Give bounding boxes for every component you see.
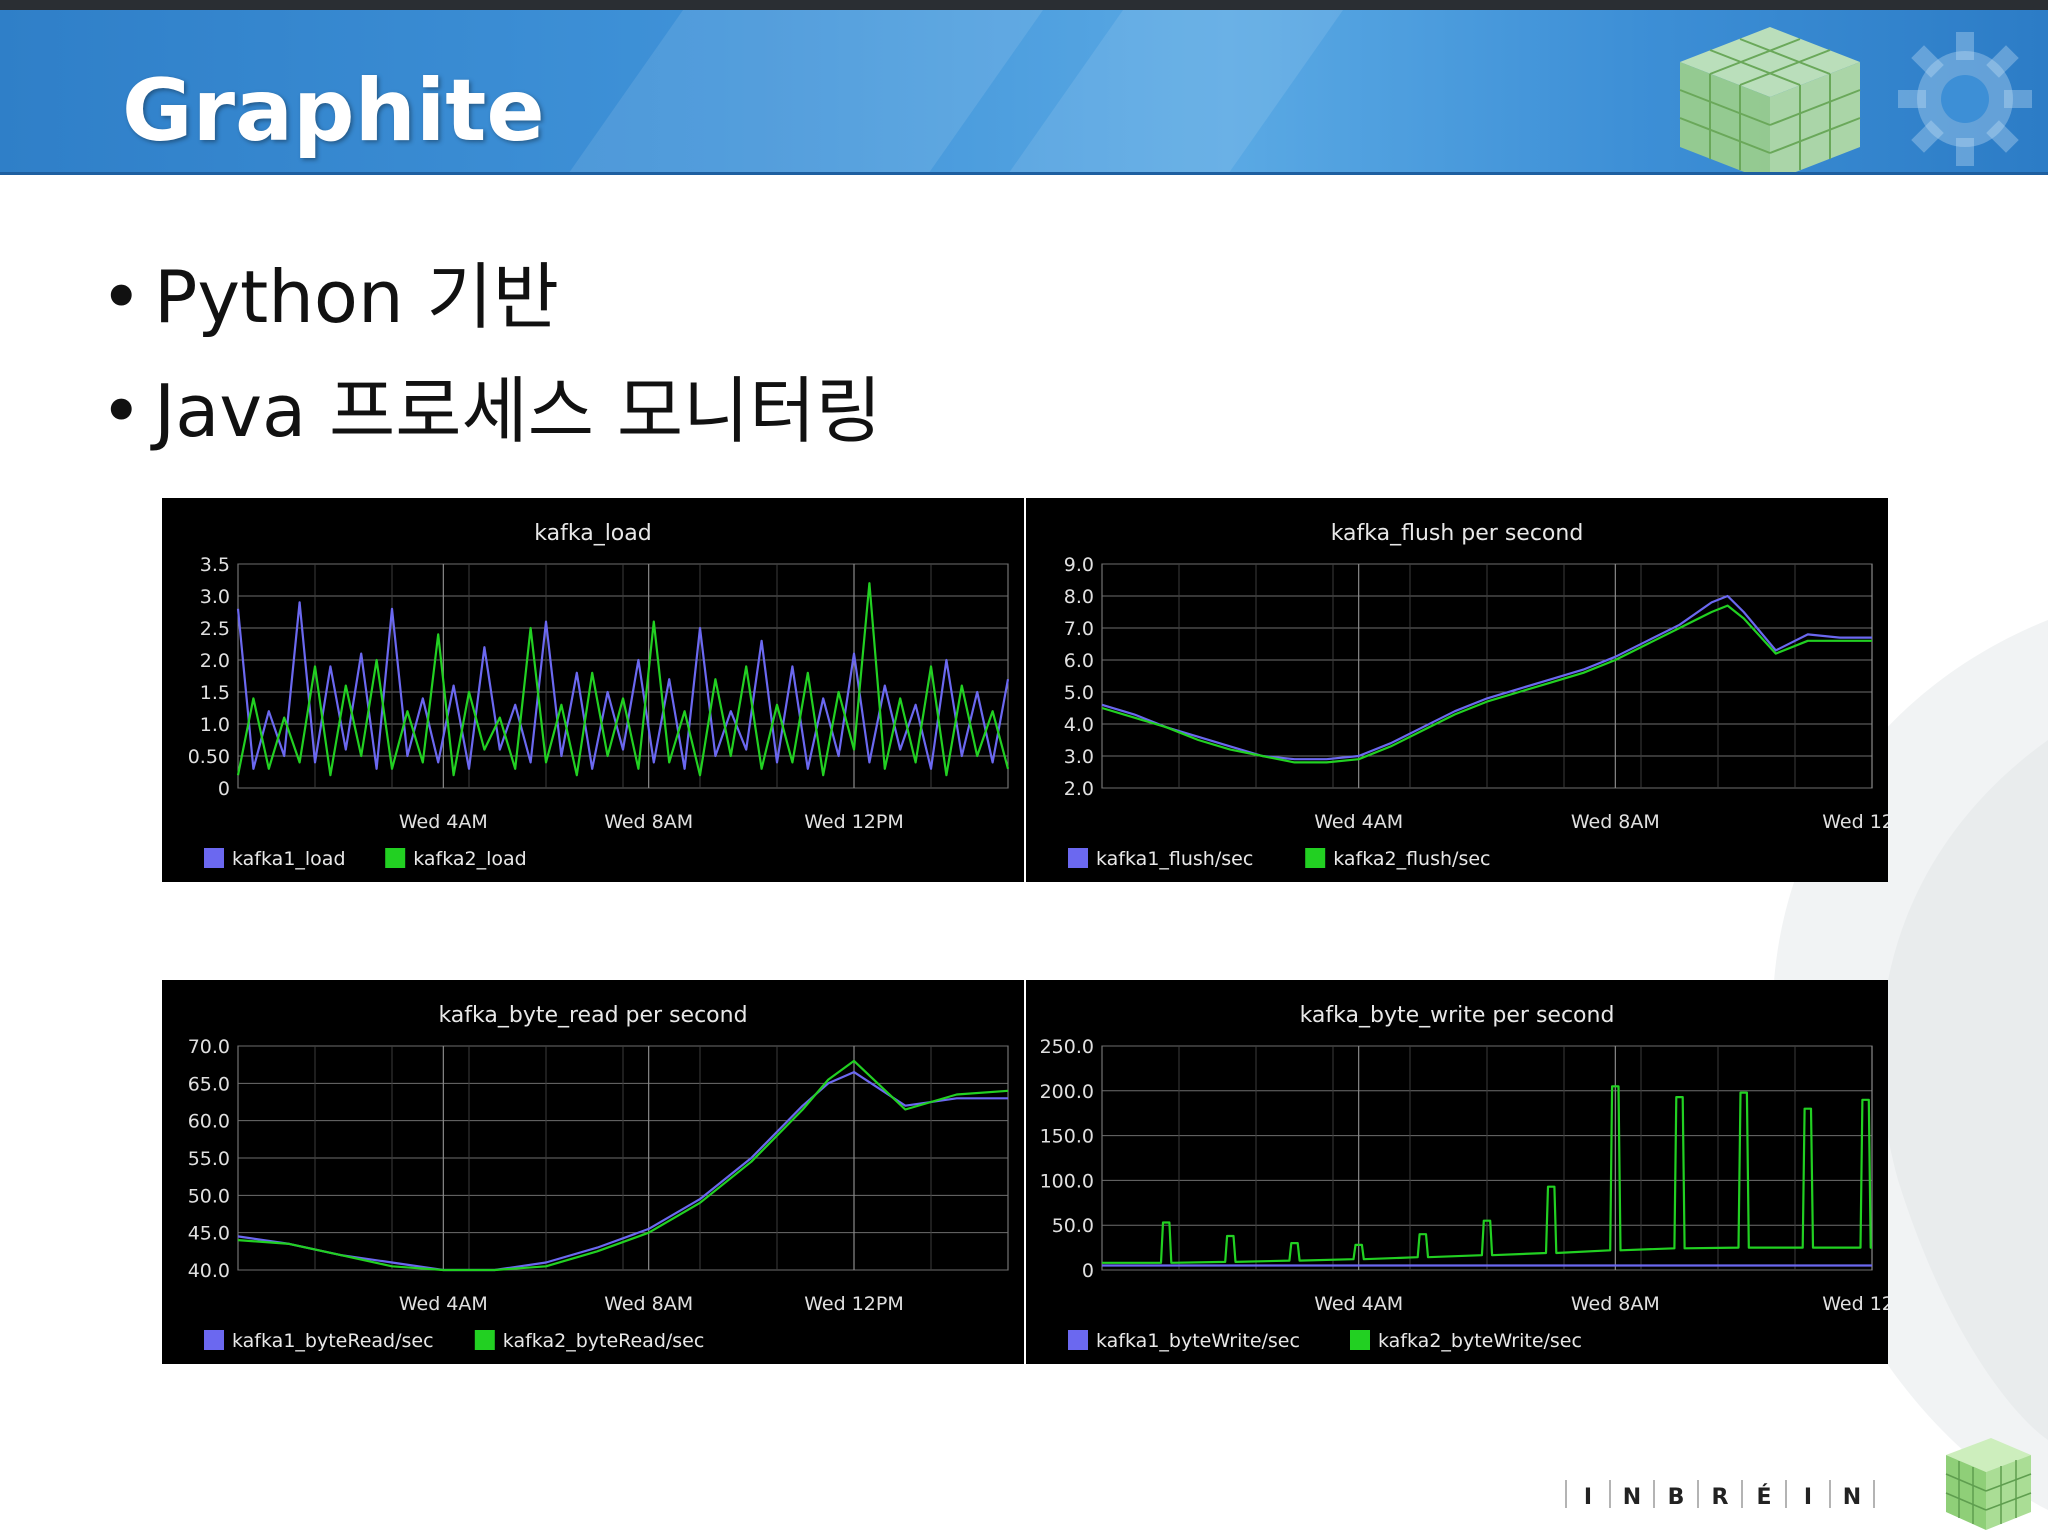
legend-swatch-1: [1068, 848, 1088, 868]
x-tick-label: Wed 4AM: [1314, 1293, 1403, 1315]
series-line-1: [1101, 594, 1872, 761]
top-border: [0, 0, 2048, 10]
x-tick-label: Wed 8AM: [1571, 811, 1660, 833]
y-tick-label: 3.0: [200, 586, 230, 608]
y-tick-label: 1.0: [200, 714, 230, 736]
y-tick-label: 150.0: [1040, 1126, 1094, 1148]
x-tick-label: Wed 8AM: [604, 811, 693, 833]
bullet-list: • Python 기반 • Java 프로세스 모니터링: [100, 240, 882, 468]
chart-title: kafka_flush per second: [1331, 521, 1584, 546]
y-tick-label: 8.0: [1064, 586, 1094, 608]
chart-title: kafka_byte_read per second: [438, 1003, 747, 1028]
y-tick-label: 0.50: [188, 746, 230, 768]
legend-swatch-1: [204, 1330, 224, 1350]
series-line-2: [1102, 1085, 1872, 1264]
corner-cube-icon: [1945, 1438, 2032, 1530]
footer-letter: É: [1756, 1484, 1771, 1510]
chart-title: kafka_load: [534, 521, 651, 546]
y-tick-label: 200.0: [1040, 1081, 1094, 1103]
footer-letter: R: [1712, 1485, 1729, 1510]
y-tick-label: 4.0: [1064, 714, 1094, 736]
footer-letter: N: [1843, 1485, 1861, 1510]
legend-label-1: kafka1_load: [232, 848, 346, 870]
series-line-2: [1101, 604, 1872, 764]
y-tick-label: 2.0: [200, 650, 230, 672]
x-tick-label: Wed 8AM: [1571, 1293, 1660, 1315]
y-tick-label: 70.0: [188, 1036, 230, 1058]
header-streak: [514, 10, 1086, 174]
x-tick-label: Wed 12PM: [804, 1293, 904, 1315]
legend-label-1: kafka1_flush/sec: [1096, 848, 1253, 870]
legend-label-2: kafka2_byteRead/sec: [503, 1330, 705, 1352]
series-line-2: [236, 582, 1010, 777]
series-line-2: [237, 1059, 1009, 1272]
y-tick-label: 55.0: [188, 1148, 230, 1170]
legend-label-2: kafka2_load: [413, 848, 527, 870]
y-tick-label: 40.0: [188, 1260, 230, 1282]
gear-icon: [1898, 32, 2032, 166]
footer-letter: B: [1668, 1485, 1685, 1510]
y-tick-label: 50.0: [1052, 1215, 1094, 1237]
chart-panel-kafka-load: kafka_load 0 0.50 1.0 1.5 2.0 2.5 3.0 3.5 Wed 4AM…: [162, 498, 1024, 882]
bullet-item: • Python 기반: [100, 240, 882, 354]
x-tick-label: Wed 4AM: [399, 1293, 488, 1315]
chart-kafka-byte-write: kafka_byte_write per second 0 50.0 100.0 150…: [1040, 1003, 1888, 1352]
y-tick-label: 6.0: [1064, 650, 1094, 672]
y-tick-label: 0: [1082, 1260, 1094, 1282]
y-tick-label: 1.5: [200, 682, 230, 704]
y-tick-label: 250.0: [1040, 1036, 1094, 1058]
legend-swatch-2: [385, 848, 406, 868]
chart-panel-kafka-flush: kafka_flush per second 2.0 3.0 4.0 5.0 6.0 7.0…: [1026, 498, 1888, 882]
legend-label-2: kafka2_flush/sec: [1333, 848, 1490, 870]
x-tick-label: Wed 4AM: [399, 811, 488, 833]
footer-letter: N: [1623, 1485, 1641, 1510]
y-tick-label: 5.0: [1064, 682, 1094, 704]
chart-kafka-load: kafka_load 0 0.50 1.0 1.5 2.0 2.5 3.0 3.5 Wed 4AM…: [188, 521, 1010, 870]
slide-title: Graphite: [122, 61, 545, 161]
legend-swatch-2: [1305, 848, 1326, 868]
series-line-1: [237, 1071, 1008, 1272]
legend-swatch-1: [1068, 1330, 1088, 1350]
legend-label-1: kafka1_byteRead/sec: [232, 1330, 434, 1352]
y-tick-label: 60.0: [188, 1111, 230, 1133]
chart-panel-kafka-byte-read: kafka_byte_read per second 40.0 45.0 50.0 55…: [162, 980, 1024, 1364]
y-tick-label: 3.0: [1064, 746, 1094, 768]
legend-label-1: kafka1_byteWrite/sec: [1096, 1330, 1300, 1352]
y-tick-label: 7.0: [1064, 618, 1094, 640]
x-tick-label: Wed 4AM: [1314, 811, 1403, 833]
cube-logo-icon: [1679, 27, 1861, 174]
x-tick-label: Wed 12PM: [804, 811, 904, 833]
y-tick-label: 100.0: [1040, 1170, 1094, 1192]
x-tick-label: Wed 12PM: [1822, 1293, 1888, 1315]
legend-swatch-2: [1350, 1330, 1370, 1350]
legend-swatch-1: [204, 848, 224, 868]
chart-kafka-flush: kafka_flush per second 2.0 3.0 4.0 5.0 6.0 7.0…: [1064, 521, 1888, 870]
chart-kafka-byte-read: kafka_byte_read per second 40.0 45.0 50.0 55…: [188, 1003, 1009, 1352]
x-tick-label: Wed 8AM: [604, 1293, 693, 1315]
chart-panel-kafka-byte-write: kafka_byte_write per second 0 50.0 100.0 150…: [1026, 980, 1888, 1364]
y-tick-label: 0: [218, 778, 230, 800]
slide-header: Graphite: [0, 10, 2048, 174]
y-tick-label: 2.5: [200, 618, 230, 640]
y-tick-label: 65.0: [188, 1073, 230, 1095]
bullet-text: Python 기반: [154, 255, 559, 339]
y-tick-label: 9.0: [1064, 554, 1094, 576]
x-tick-label: Wed 12PM: [1822, 811, 1888, 833]
footer-letter: I: [1584, 1485, 1592, 1510]
header-rule: [0, 172, 2048, 175]
y-tick-label: 45.0: [188, 1223, 230, 1245]
legend-label-2: kafka2_byteWrite/sec: [1378, 1330, 1582, 1352]
legend-swatch-2: [474, 1330, 495, 1350]
y-tick-label: 2.0: [1064, 778, 1094, 800]
bullet-text: Java 프로세스 모니터링: [154, 369, 882, 453]
y-tick-label: 50.0: [188, 1185, 230, 1207]
bullet-dot: •: [100, 255, 143, 339]
bullet-item: • Java 프로세스 모니터링: [100, 354, 882, 468]
bullet-dot: •: [100, 369, 143, 453]
chart-title: kafka_byte_write per second: [1300, 1003, 1615, 1028]
footer-letter: I: [1804, 1485, 1812, 1510]
y-tick-label: 3.5: [200, 554, 230, 576]
